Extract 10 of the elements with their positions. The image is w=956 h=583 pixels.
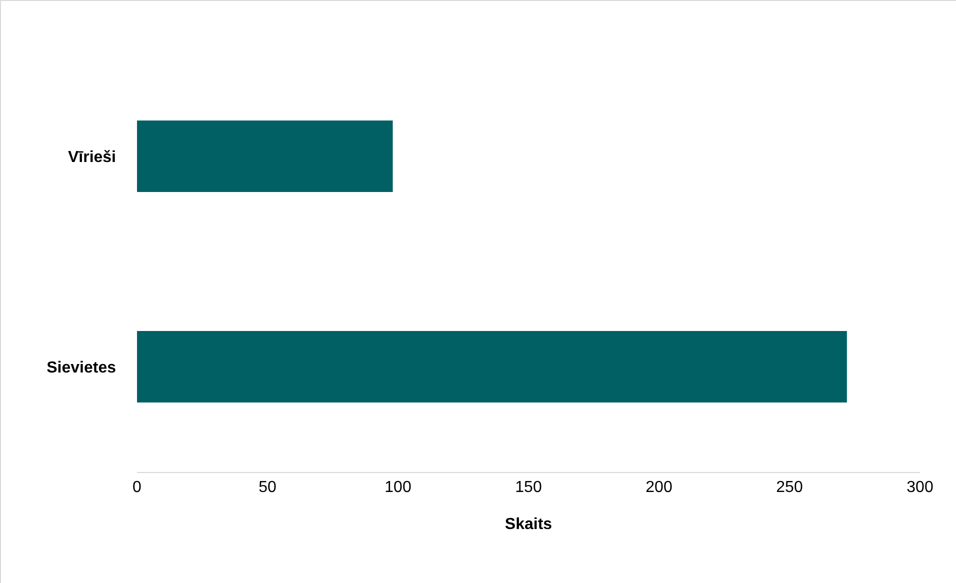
x-tick-label: 300 xyxy=(906,479,934,496)
x-tick-label: 0 xyxy=(132,479,142,496)
x-tick-label: 100 xyxy=(384,479,412,496)
x-axis-title: Skaits xyxy=(504,516,552,533)
x-tick-label: 150 xyxy=(515,479,542,496)
x-tick-label: 200 xyxy=(646,479,672,496)
x-tick-label: 250 xyxy=(776,479,803,496)
y-tick-label: Vīrieši xyxy=(68,148,116,166)
x-tick-label: 50 xyxy=(258,479,276,496)
y-tick-label: Sievietes xyxy=(46,359,116,376)
